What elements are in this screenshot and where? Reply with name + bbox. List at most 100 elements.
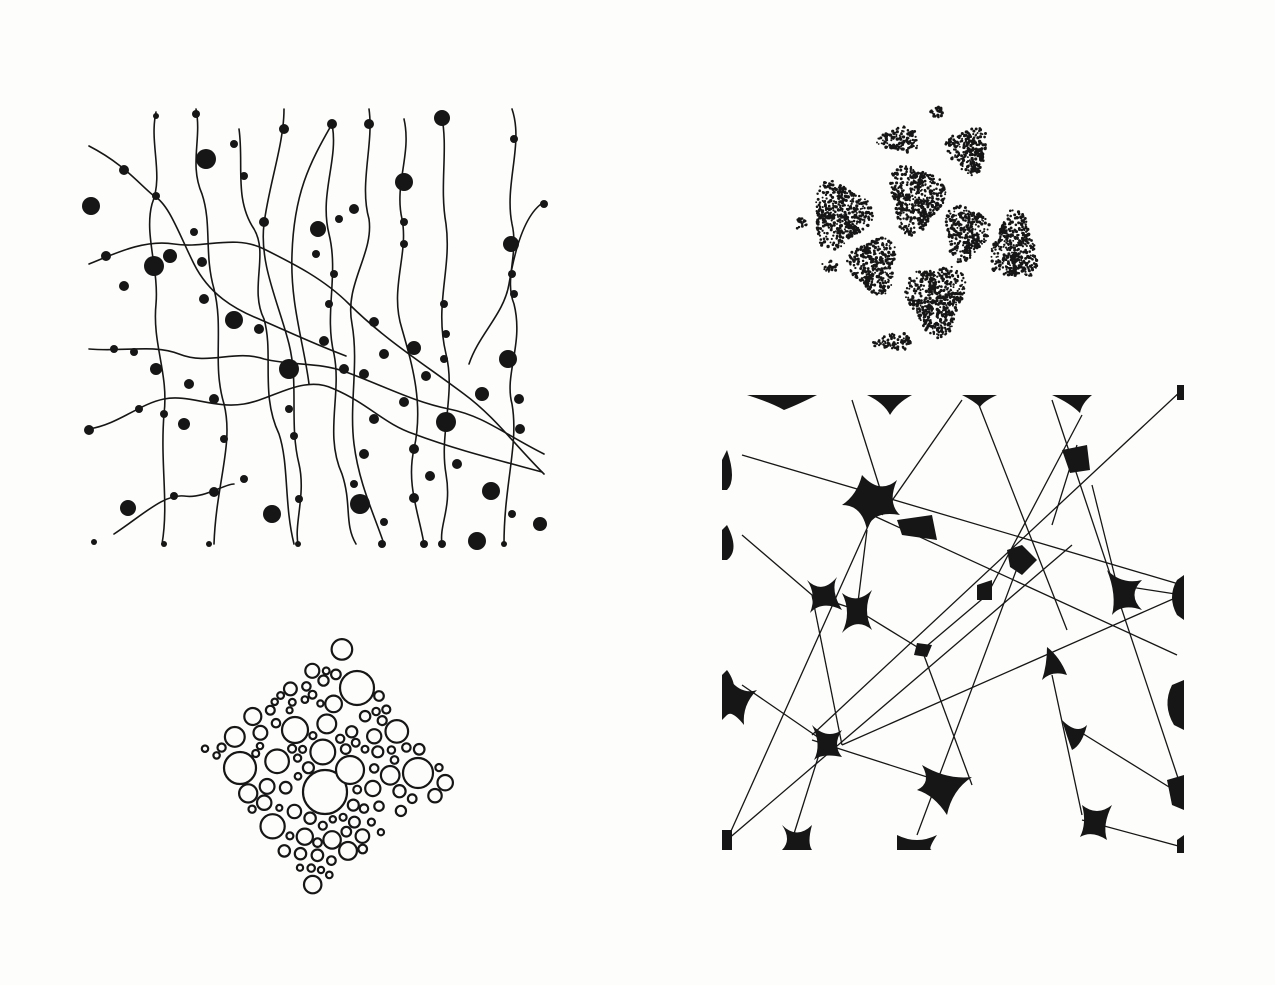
stipple-dot <box>846 259 849 263</box>
stipple-dot <box>877 143 880 145</box>
stipple-dot <box>826 237 829 241</box>
stipple-dot <box>970 152 974 157</box>
stipple-dot <box>998 238 1002 242</box>
stipple-dot <box>869 276 873 280</box>
stipple-dot <box>924 328 928 332</box>
stipple-dot <box>890 275 893 278</box>
stipple-dot <box>832 191 835 194</box>
stipple-dot <box>995 256 998 258</box>
stipple-dot <box>909 220 912 223</box>
stipple-dot <box>939 114 943 118</box>
bubble <box>264 704 276 716</box>
stipple-dot <box>950 242 954 246</box>
stipple-dot <box>928 269 932 273</box>
stipple-dot <box>933 300 936 303</box>
stipple-dot <box>949 285 952 288</box>
stipple-dot <box>920 192 924 196</box>
stipple-dot <box>892 343 896 347</box>
bubble <box>306 863 317 873</box>
stipple-dot <box>940 189 944 193</box>
bubble <box>308 730 318 741</box>
stipple-dot <box>867 275 871 279</box>
stipple-dot <box>920 184 924 187</box>
stipple-dot <box>877 343 881 347</box>
stipple-dot <box>862 201 866 205</box>
stipple-dot <box>936 198 939 201</box>
stipple-dot <box>843 210 847 214</box>
stipple-dot <box>846 195 850 199</box>
stipple-dot <box>871 278 874 282</box>
stipple-dot <box>967 210 970 213</box>
stipple-dot <box>838 218 842 222</box>
stipple-dot <box>828 269 831 272</box>
stipple-dot <box>829 241 832 244</box>
stipple-dot <box>946 313 949 316</box>
stipple-dot <box>857 217 860 220</box>
stipple-dot <box>1004 254 1008 258</box>
stipple-dot <box>941 309 945 312</box>
bubble <box>358 803 370 814</box>
stipple-dot <box>959 235 962 239</box>
stipple-dot <box>848 254 852 257</box>
stipple-dot <box>869 251 872 255</box>
stipple-dot <box>929 304 932 307</box>
bubble <box>346 798 360 812</box>
stipple-dot <box>875 274 879 279</box>
stipple-dot <box>849 269 852 272</box>
stipple-dot <box>956 144 959 147</box>
stipple-dot <box>900 201 905 205</box>
stipple-dot <box>892 257 895 260</box>
stipple-dot <box>965 225 968 228</box>
stipple-dot <box>932 114 936 118</box>
stipple-dot <box>904 165 908 168</box>
stipple-dot <box>892 191 895 194</box>
bubble <box>316 713 338 735</box>
stipple-dot <box>914 292 917 295</box>
stipple-dot <box>1015 272 1018 275</box>
stipple-dot <box>963 206 967 210</box>
stipple-dot <box>984 217 987 221</box>
bubble <box>373 690 385 702</box>
stipple-dot <box>922 284 926 287</box>
stipple-dot <box>913 287 916 290</box>
stipple-dot <box>974 228 977 231</box>
stipple-dot <box>958 143 961 146</box>
stipple-dot <box>959 250 962 253</box>
bubble <box>255 741 265 751</box>
stipple-dot <box>917 203 920 207</box>
stipple-dot <box>910 145 913 149</box>
stipple-dot <box>920 272 924 277</box>
stipple-dot <box>952 221 955 224</box>
stipple-dot <box>841 231 844 234</box>
stipple-dot <box>1027 269 1031 273</box>
stipple-dot <box>893 246 896 249</box>
stipple-dot <box>903 232 907 235</box>
stipple-dot <box>909 174 912 177</box>
stipple-dot <box>950 240 953 243</box>
stipple-dot <box>999 228 1002 230</box>
stipple-dot <box>1024 273 1028 277</box>
stipple-dot <box>930 109 933 112</box>
stipple-dot <box>950 310 954 313</box>
bubble <box>312 837 323 849</box>
stipple-dot <box>890 261 894 264</box>
bubble <box>285 706 294 715</box>
stipple-dot <box>907 296 910 299</box>
stipple-dot <box>1019 250 1023 253</box>
stipple-dot <box>951 134 955 138</box>
stipple-dot <box>971 220 975 224</box>
stipple-dot <box>977 139 982 144</box>
stipple-dot <box>839 221 842 224</box>
bubble <box>270 717 282 729</box>
stipple-dot <box>825 231 829 235</box>
stipple-dot <box>858 220 862 224</box>
stipple-dot <box>959 257 962 261</box>
bubble <box>304 662 321 679</box>
stipple-dot <box>889 253 893 256</box>
stipple-dot <box>923 223 926 226</box>
stipple-dot <box>896 345 900 349</box>
stipple-dot <box>860 277 864 280</box>
stipple-dot <box>855 222 858 225</box>
stipple-dot <box>970 230 974 234</box>
stipple-dot <box>1008 269 1012 273</box>
